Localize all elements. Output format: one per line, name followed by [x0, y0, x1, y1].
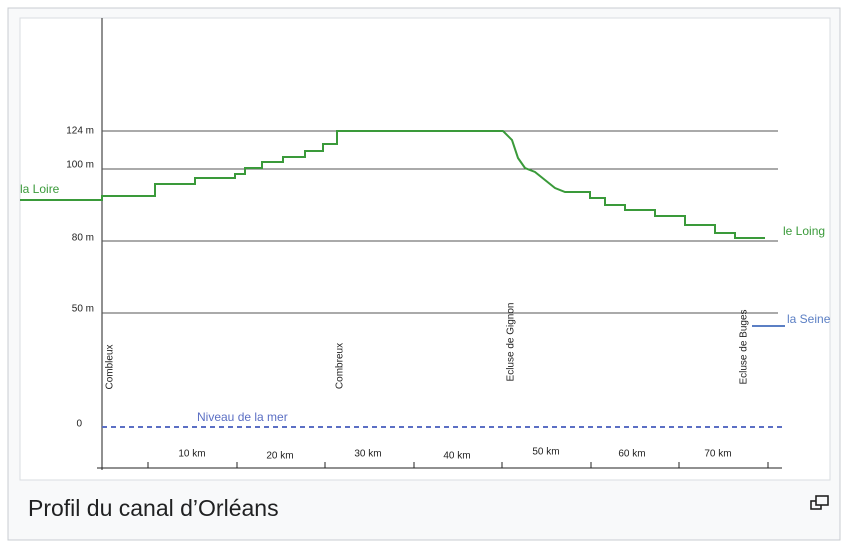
place-label: la Seine — [787, 312, 831, 326]
x-label: 10 km — [178, 449, 205, 460]
y-label: 0 — [76, 419, 82, 430]
station-label: Combreux — [335, 343, 346, 389]
canal-profile — [20, 130, 765, 239]
x-label: 30 km — [354, 449, 381, 460]
caption: Profil du canal d’Orléans — [28, 495, 279, 521]
station-label: Ecluse de Buges — [739, 309, 750, 384]
sea-level-label: Niveau de la mer — [197, 410, 288, 424]
x-label: 70 km — [704, 449, 731, 460]
x-label: 20 km — [266, 451, 293, 462]
y-label: 50 m — [72, 304, 94, 315]
x-label: 60 km — [618, 449, 645, 460]
place-label: le Loing — [783, 224, 825, 238]
image-area — [19, 17, 831, 481]
y-label: 100 m — [66, 160, 94, 171]
station-label: Ecluse de Gignon — [506, 303, 517, 382]
enlarge-icon[interactable] — [810, 495, 829, 510]
y-label: 124 m — [66, 126, 94, 137]
x-label: 40 km — [443, 451, 470, 462]
station-label: Combleux — [105, 344, 116, 389]
x-label: 50 km — [532, 447, 559, 458]
x-ticks — [147, 462, 769, 468]
place-label: la Loire — [20, 182, 60, 196]
y-label: 80 m — [72, 233, 94, 244]
